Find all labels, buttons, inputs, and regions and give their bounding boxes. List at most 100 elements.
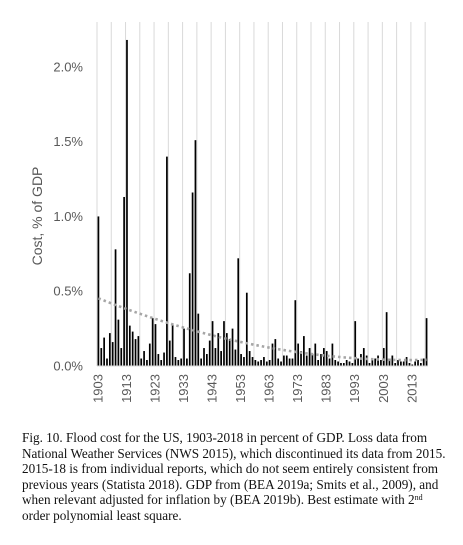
bar-1907 [108,333,111,366]
bar-1908 [111,342,114,366]
caption-text-end: order polynomial least square. [22,507,182,523]
bar-1985 [331,343,334,366]
bar-1983 [325,351,328,366]
bar-1959 [257,361,260,366]
y-tick-label: 1.0% [53,209,83,224]
bar-1978 [311,354,314,366]
x-tick-label: 1913 [119,374,134,403]
bar-1940 [203,348,205,366]
bar-1929 [171,324,174,366]
bar-1989 [342,363,345,366]
bar-1926 [163,352,165,366]
bar-1950 [231,328,234,366]
bar-2002 [380,360,382,366]
bar-1905 [103,337,105,366]
bar-2013 [411,364,414,366]
bar-1919 [143,351,145,366]
bar-1928 [168,340,171,366]
bar-1920 [146,360,148,366]
x-tick-label: 2003 [376,374,391,403]
bar-2017 [422,358,425,366]
bar-1935 [188,273,191,366]
bar-1992 [351,363,354,366]
bar-1957 [251,357,254,366]
bar-2015 [417,360,419,366]
bar-2012 [408,363,411,366]
bar-1941 [206,354,208,366]
bar-1976 [305,355,308,366]
caption-text: Fig. 10. Flood cost for the US, 1903-201… [22,430,446,508]
y-axis-label: Cost, % of GDP [29,167,45,266]
y-axis-ticks: 0.0% 0.5% 1.0% 1.5% 2.0% [53,59,83,373]
bar-2018 [425,318,428,366]
bar-2016 [420,363,422,366]
bar-1943 [211,321,214,366]
bar-1906 [106,358,108,366]
bar-1963 [268,360,271,366]
bar-1965 [274,339,277,366]
x-tick-label: 1963 [262,374,277,403]
bar-1938 [197,313,200,366]
bar-1930 [174,357,177,366]
bar-1947 [223,321,225,366]
bar-1921 [148,343,151,366]
y-tick-label: 0.0% [53,359,83,374]
bar-1916 [134,339,137,366]
bar-1915 [131,331,134,366]
bar-1927 [166,156,168,366]
bar-2000 [374,358,377,366]
bar-1937 [194,140,197,366]
bar-1903 [97,216,100,366]
bar-1966 [277,358,280,366]
bar-1932 [180,358,183,366]
bar-1974 [300,351,302,366]
x-tick-label: 1923 [148,374,163,403]
bar-1923 [154,324,157,366]
x-axis-ticks: 1903 1913 1923 1933 1943 1953 1963 1973 1983 1993… [90,374,419,403]
y-tick-label: 2.0% [53,59,83,74]
bar-1939 [200,358,202,366]
bar-1925 [160,360,163,366]
x-tick-label: 1973 [290,374,305,403]
bar-2007 [394,363,397,366]
bar-1961 [263,357,265,366]
bar-1936 [191,192,194,366]
bar-1993 [354,321,357,366]
bar-1969 [285,355,288,366]
bar-1980 [317,360,319,366]
x-tick-label: 2013 [404,374,419,403]
flood-cost-chart: 0.0% 0.5% 1.0% 1.5% 2.0% 1903 1913 1923 1933 194… [29,22,428,403]
bar-1944 [214,348,217,366]
x-tick-label: 1983 [319,374,334,403]
bar-1911 [120,348,123,366]
bar-1909 [114,249,117,366]
bar-1946 [220,351,222,366]
bar-1958 [254,360,257,366]
bar-1990 [345,360,348,366]
bar-1994 [357,358,359,366]
figure-caption: Fig. 10. Flood cost for the US, 1903-201… [22,430,447,524]
bar-1945 [217,333,220,366]
bar-1971 [291,358,294,366]
bar-1964 [271,343,274,366]
bar-1953 [240,354,242,366]
bar-1931 [177,360,180,366]
bar-1984 [328,358,331,366]
bar-1949 [228,339,231,366]
bar-1991 [348,361,351,366]
bar-2009 [400,361,402,366]
bar-1942 [208,340,211,366]
bar-2011 [405,357,408,366]
bar-1917 [137,336,140,366]
bar-1918 [140,358,143,366]
bar-1952 [237,258,240,366]
bar-2006 [391,355,394,366]
bar-2004 [385,312,388,366]
bar-1988 [340,363,342,366]
bar-1997 [365,355,368,366]
bar-2010 [402,361,405,366]
bar-1956 [248,351,251,366]
bar-1972 [294,300,297,366]
bar-1981 [320,354,322,366]
bar-1995 [360,354,362,366]
